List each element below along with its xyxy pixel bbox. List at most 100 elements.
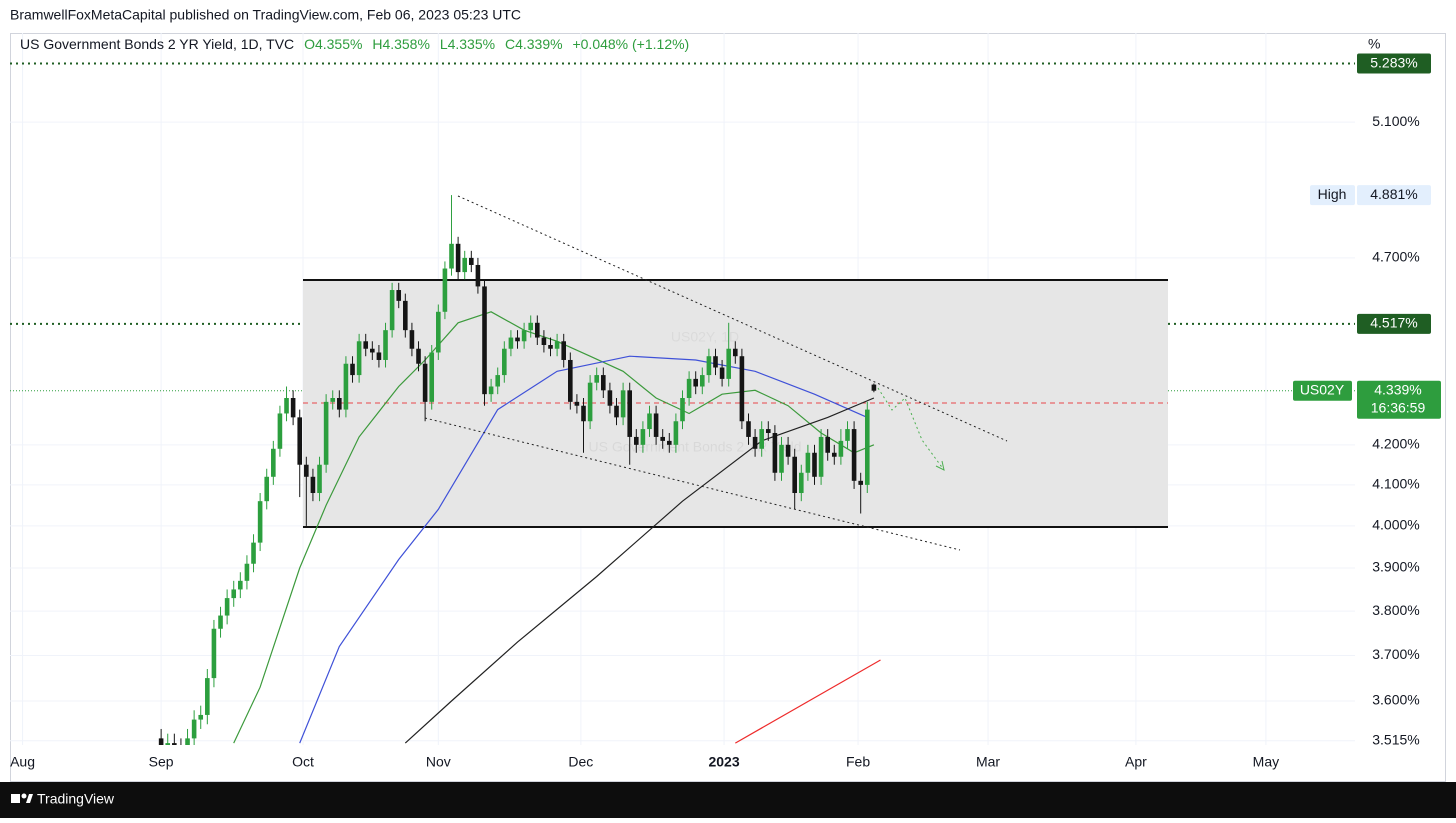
candle-body <box>191 719 197 739</box>
projection-path <box>877 387 945 471</box>
candle-body <box>396 290 402 301</box>
candle-body <box>257 501 263 543</box>
candle-body <box>614 405 619 418</box>
candle-body <box>594 375 600 383</box>
marks <box>158 195 881 745</box>
price-label-box <box>1357 53 1431 74</box>
candle-body <box>211 628 217 679</box>
candle-body <box>732 348 738 357</box>
candle-body <box>541 337 547 346</box>
candle-body <box>185 738 190 745</box>
legend-title: US Government Bonds 2 YR Yield, 1D, TVC <box>20 36 294 52</box>
candle-body <box>251 542 256 564</box>
candle-body <box>337 398 342 410</box>
drawings: US02Y, 1D US Government Bonds 2 YR Yield <box>303 279 1168 528</box>
candle-body <box>231 589 237 599</box>
candle-body <box>356 341 362 376</box>
y-tick-label: 3.700% <box>1372 646 1419 662</box>
logo-block <box>11 794 20 803</box>
y-tick-label: 4.000% <box>1372 517 1419 533</box>
x-tick-label: Mar <box>976 754 1000 770</box>
candle-body <box>475 264 481 287</box>
candle-body <box>838 440 844 457</box>
candle-body <box>581 405 586 422</box>
candle-body <box>172 743 177 745</box>
x-tick-label: Aug <box>10 754 35 770</box>
candle-body <box>271 448 276 477</box>
candle-body <box>244 563 250 581</box>
x-tick-label: May <box>1253 754 1279 770</box>
last-price-label: 4.339% <box>1374 381 1421 397</box>
publisher-line: BramwellFoxMetaCapital published on Trad… <box>10 7 521 23</box>
candle-body <box>442 268 448 312</box>
candle-body <box>403 300 408 331</box>
candle-body <box>310 476 316 494</box>
candle-body <box>469 257 474 265</box>
candle-body <box>363 341 369 349</box>
moving-average <box>735 659 881 744</box>
y-tick-label: 4.700% <box>1372 249 1419 265</box>
candle-body <box>568 359 573 402</box>
candle-body <box>502 348 507 376</box>
x-tick-label: Apr <box>1125 754 1147 770</box>
candle-body <box>693 378 698 387</box>
price-label: 4.881% <box>1370 186 1417 202</box>
axes: 3.515% 3.600% 3.700% 3.800% 3.900% 4.000% 4.10… <box>10 53 1441 770</box>
candle-body <box>238 580 243 590</box>
candle-body <box>805 452 811 473</box>
x-tick-label: Dec <box>568 754 593 770</box>
candle-body <box>495 375 501 387</box>
candle-body <box>851 429 857 481</box>
candle-body <box>370 348 375 353</box>
candle-body <box>165 743 171 745</box>
candle-body <box>660 436 666 441</box>
candle-body <box>864 409 870 485</box>
y-tick-label: 4.200% <box>1372 436 1419 452</box>
candle-body <box>304 464 309 477</box>
y-tick-label: 3.900% <box>1372 559 1419 575</box>
x-tick-label: Oct <box>292 754 314 770</box>
y-tick-label: 3.800% <box>1372 602 1419 618</box>
moving-average <box>404 397 875 744</box>
candle-body <box>297 417 303 465</box>
candle-body <box>482 286 487 395</box>
projection-arrow <box>935 460 945 471</box>
candle-body <box>746 421 751 437</box>
candle-body <box>713 356 718 368</box>
candle-body <box>290 398 296 418</box>
candle-body <box>831 452 837 457</box>
candle-body <box>521 330 527 342</box>
watermark-subtitle: US Government Bonds 2 YR Yield <box>589 439 802 455</box>
legend-low: L4.335% <box>440 36 495 52</box>
price-label-box <box>1357 313 1431 334</box>
candle-body <box>488 386 494 395</box>
x-tick-label: Nov <box>426 754 451 770</box>
axis-unit: % <box>1368 36 1380 52</box>
candle-body <box>587 382 593 422</box>
candle-body <box>845 429 850 441</box>
candle-body <box>772 432 778 473</box>
x-tick-label: Sep <box>149 754 174 770</box>
candle-body <box>409 330 415 349</box>
candle-body <box>224 598 230 616</box>
candle-body <box>416 348 421 364</box>
candle-body <box>765 429 771 433</box>
y-tick-label: 3.600% <box>1372 692 1419 708</box>
candle-body <box>508 337 514 349</box>
candle-body <box>726 348 731 379</box>
candle-body <box>620 390 626 418</box>
time-axis <box>11 745 1445 781</box>
footer-bar <box>0 782 1456 818</box>
candle-body <box>389 290 395 331</box>
legend-close: C4.339% <box>505 36 563 52</box>
upper-trendline <box>457 195 1008 442</box>
candle-body <box>627 390 633 437</box>
candle-body <box>706 356 712 376</box>
candle-body <box>343 363 349 410</box>
logo-slash <box>26 794 33 803</box>
candle-body <box>218 615 223 629</box>
y-tick-label: 3.515% <box>1372 731 1419 747</box>
candle-body <box>812 452 817 477</box>
